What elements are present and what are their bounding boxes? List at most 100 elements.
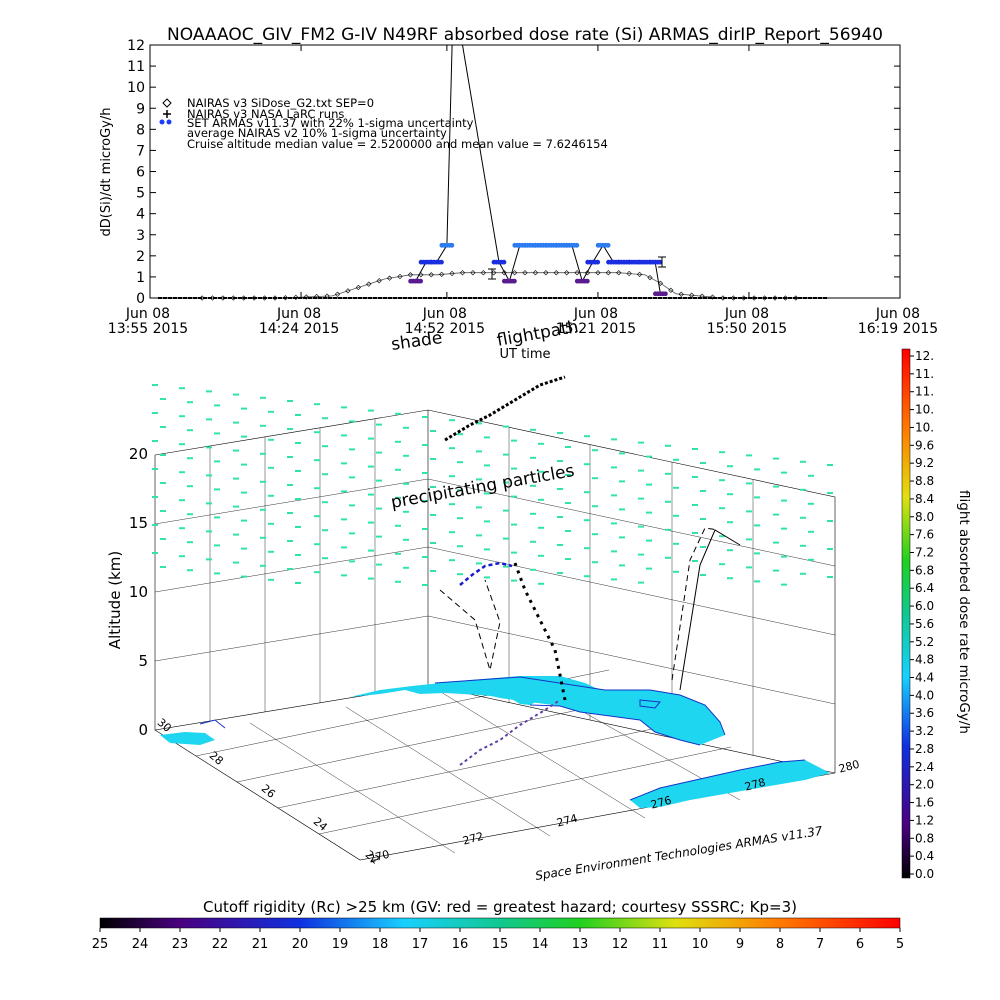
rigidity-tick-label: 11 (652, 937, 669, 952)
colorbar-tick-label: 2.8 (915, 742, 934, 756)
series-armas-point (574, 242, 580, 248)
flight-shadow-2 (671, 527, 719, 681)
colorbar-tick-label: 6.0 (915, 599, 934, 613)
top-plot-frame (149, 44, 901, 299)
series-armas-point (663, 291, 668, 297)
flight-shadow-3 (679, 529, 741, 691)
rigidity-tick-label: 13 (572, 937, 589, 952)
series-nairas-point (511, 270, 518, 276)
annotation-flightpath: flightpath (495, 317, 580, 351)
top-x-tick-date: Jun 08 (875, 306, 920, 322)
series-nairas-point (595, 270, 601, 276)
legend: NAIRAS v3 SiDose_G2.txt SEP=0 NAIRAS v3 … (159, 96, 608, 151)
top-x-tick-time: 14:52 2015 (405, 321, 485, 337)
top-y-tick-label: 2 (136, 249, 145, 265)
coastlines (199, 676, 806, 801)
top-x-tick-date: Jun 08 (573, 306, 618, 322)
legend-symbol-dot (159, 119, 172, 125)
flight-shadow-1 (439, 579, 501, 671)
series-armas-point (449, 242, 455, 248)
altitude-tick-label: 5 (138, 652, 148, 670)
land-cuba (630, 760, 830, 808)
top-y-tick-label: 5 (136, 186, 145, 202)
flight-track (439, 375, 741, 766)
series-armas-point (511, 278, 517, 284)
series-nairas-point (668, 287, 674, 293)
series-nairas-point (439, 271, 445, 278)
rigidity-tick-label: 20 (292, 937, 309, 952)
flight-track-descent (513, 562, 567, 701)
rigidity-tick-label: 10 (692, 937, 709, 952)
rigidity-tick-label: 24 (132, 937, 149, 952)
rigidity-tick-label: 25 (92, 937, 109, 952)
rigidity-tick-label: 19 (332, 937, 349, 952)
rigidity-tick-label: 12 (612, 937, 629, 952)
bottom-colorbar-title: Cutoff rigidity (Rc) >25 km (GV: red = g… (203, 898, 797, 916)
colorbar-tick-label: 2.4 (915, 760, 934, 774)
series-nairas-point (480, 270, 486, 276)
series-nairas-point (397, 273, 403, 280)
altitude-axis-label: Altitude (km) (106, 551, 124, 649)
colorbar-tick-label: 5.6 (915, 617, 934, 631)
top-x-tick-date: Jun 08 (276, 306, 321, 322)
colorbar-tick-label: 6.4 (915, 581, 934, 595)
top-x-axis-label: UT time (500, 347, 551, 362)
legend-entry-2: NAIRAS v3 NASA LaRC runs (187, 107, 344, 121)
colorbar-tick-label: 12. (915, 349, 934, 363)
series-armas-point (501, 259, 507, 265)
altitude-tick-label: 15 (129, 514, 148, 532)
colorbar-tick-label: 1.6 (915, 796, 934, 810)
series-armas-point (657, 259, 663, 265)
colorbar-tick-label: 4.0 (915, 688, 934, 702)
series-nairas-point (386, 275, 393, 281)
series-nairas-point (376, 278, 382, 284)
series-nairas-point (355, 284, 361, 291)
annotation-shade: shade (390, 328, 444, 355)
series-nairas-point (636, 271, 643, 278)
top-y-tick-label: 9 (136, 101, 145, 117)
colorbar-tick-label: 0.8 (915, 831, 934, 845)
legend-entry-3: SET ARMAS v11.37 with 22% 1-sigma uncert… (187, 116, 474, 130)
colorbar-tick-label: 2.0 (915, 778, 934, 792)
flight-track-purple (459, 561, 513, 586)
top-y-tick-label: 4 (136, 207, 145, 223)
series-nairas-point (345, 288, 351, 294)
lon-tick-label: 276 (649, 794, 673, 812)
top-x-tick-date: Jun 08 (422, 306, 467, 322)
lon-tick-label: 270 (367, 848, 391, 866)
rigidity-tick-label: 18 (372, 937, 389, 952)
colorbar-dose (901, 348, 911, 879)
rigidity-tick-label: 8 (776, 937, 784, 952)
colorbar-tick-label: 8.0 (915, 510, 934, 524)
colorbar-tick-label: 9.6 (915, 438, 934, 452)
error-bar (488, 268, 496, 280)
series-nairas-point (470, 270, 476, 276)
altitude-tick-label: 10 (129, 583, 148, 601)
error-bar (658, 256, 666, 268)
colorbar-tick-label: 4.8 (915, 653, 934, 667)
lon-tick-label: 280 (837, 758, 861, 776)
series-armas-point (605, 242, 611, 248)
rigidity-tick-label: 9 (736, 937, 744, 952)
plot3d: flightpath shade precipitating particles… (106, 317, 861, 883)
rigidity-tick-label: 14 (532, 937, 549, 952)
top-y-tick-label: 3 (136, 228, 145, 244)
legend-entry-1: NAIRAS v3 SiDose_G2.txt SEP=0 (187, 96, 374, 110)
colorbar-tick-label: 7.2 (915, 545, 934, 559)
colorbar-tick-label: 3.2 (915, 724, 934, 738)
top-chart-title: NOAAAOC_GIV_FM2 G-IV N49RF absorbed dose… (167, 25, 883, 45)
colorbar-tick-label: 0.0 (915, 867, 934, 881)
series-nairas-point (303, 294, 309, 300)
legend-entry-4: average NAIRAS v2 10% 1-sigma uncertaint… (187, 126, 447, 140)
colorbar-label: flight absorbed dose rate microGy/h (956, 490, 972, 734)
lat-tick-label: 26 (259, 782, 278, 801)
top-x-tick-time: 15:50 2015 (707, 321, 787, 337)
top-y-tick-label: 10 (127, 80, 145, 96)
series-nairas-point (324, 293, 330, 299)
top-y-tick-label: 1 (136, 270, 145, 286)
lon-tick-label: 272 (461, 830, 485, 848)
colorbar-tick-label: 10. (915, 420, 934, 434)
colorbar-tick-label: 11. (915, 385, 934, 399)
colorbar-tick-label: 8.8 (915, 474, 934, 488)
top-x-tick-time: 15:21 2015 (556, 321, 636, 337)
